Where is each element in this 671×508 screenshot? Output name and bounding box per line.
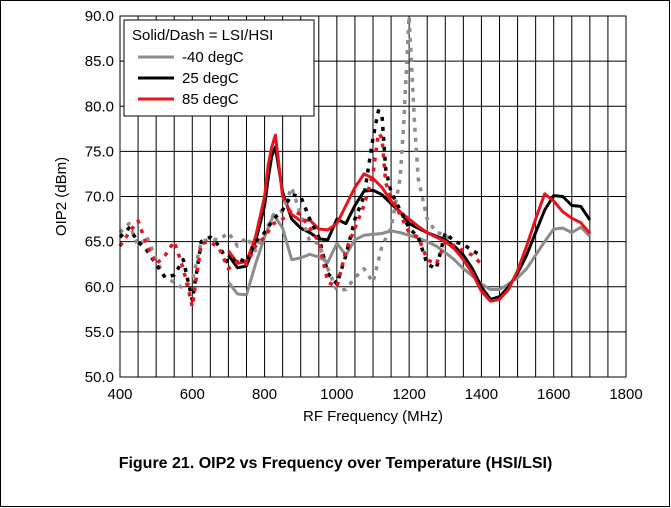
series-line-dash — [118, 109, 483, 303]
legend-title: Solid/Dash = LSI/HSI — [132, 27, 273, 44]
series-line-solid — [227, 213, 591, 297]
figure-caption: Figure 21. OIP2 vs Frequency over Temper… — [118, 455, 553, 472]
x-tick-label: 600 — [180, 386, 205, 403]
x-tick-label: 1800 — [609, 386, 642, 403]
x-axis-label: RF Frequency (MHz) — [303, 408, 443, 425]
legend-entry-label: -40 degC — [182, 49, 244, 66]
y-tick-label: 60.0 — [85, 279, 114, 296]
x-tick-label: 1200 — [392, 386, 425, 403]
y-tick-label: 50.0 — [85, 369, 114, 386]
chart-series-layer — [118, 14, 592, 309]
x-tick-label: 400 — [107, 386, 132, 403]
x-tick-label: 1400 — [465, 386, 498, 403]
y-axis-label: OIP2 (dBm) — [53, 157, 70, 236]
legend-entry-label: 25 degC — [182, 70, 239, 87]
series-line-dash — [118, 14, 456, 293]
y-tick-label: 55.0 — [85, 324, 114, 341]
y-tick-label: 70.0 — [85, 189, 114, 206]
y-tick-label: 90.0 — [85, 8, 114, 25]
y-tick-label: 80.0 — [85, 98, 114, 115]
x-tick-label: 1600 — [537, 386, 570, 403]
x-tick-label: 800 — [252, 386, 277, 403]
y-tick-label: 75.0 — [85, 143, 114, 160]
y-tick-label: 85.0 — [85, 53, 114, 70]
x-tick-label: 1000 — [320, 386, 353, 403]
chart-legend: Solid/Dash = LSI/HSI -40 degC 25 degC 85 d… — [123, 19, 315, 117]
axis-tick-labels: 400 600 800 1000 1200 1400 1600 1800 50.0 55.0 60.… — [85, 8, 643, 403]
y-tick-label: 65.0 — [85, 234, 114, 251]
plot-area-border — [119, 15, 627, 378]
legend-entries: -40 degC 25 degC 85 degC — [138, 49, 244, 108]
legend-entry-label: 85 degC — [182, 91, 239, 108]
series-line-dash — [118, 131, 483, 309]
